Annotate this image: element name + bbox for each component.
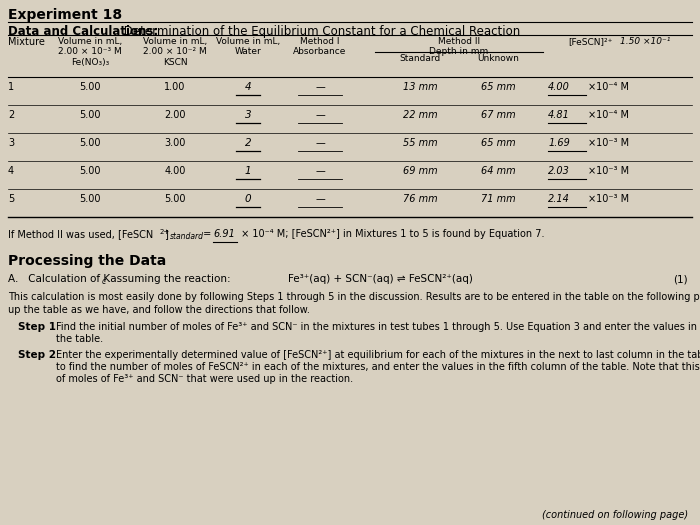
Text: 4: 4 xyxy=(245,82,251,92)
Text: Volume in mL,
Water: Volume in mL, Water xyxy=(216,37,280,56)
Text: 5.00: 5.00 xyxy=(79,194,101,204)
Text: 2.00: 2.00 xyxy=(164,110,186,120)
Text: 4.00: 4.00 xyxy=(164,166,186,176)
Text: ×10⁻³ M: ×10⁻³ M xyxy=(588,138,629,148)
Text: 13 mm: 13 mm xyxy=(402,82,438,92)
Text: ]: ] xyxy=(164,229,168,239)
Text: [FeSCN]²⁺: [FeSCN]²⁺ xyxy=(568,37,612,46)
Text: 65 mm: 65 mm xyxy=(481,82,515,92)
Text: Experiment 18: Experiment 18 xyxy=(8,8,122,22)
Text: × 10⁻⁴ M; [FeSCN²⁺] in Mixtures 1 to 5 is found by Equation 7.: × 10⁻⁴ M; [FeSCN²⁺] in Mixtures 1 to 5 i… xyxy=(238,229,545,239)
Text: —: — xyxy=(315,110,325,120)
Text: 22 mm: 22 mm xyxy=(402,110,438,120)
Text: —: — xyxy=(315,82,325,92)
Text: If Method II was used, [FeSCN: If Method II was used, [FeSCN xyxy=(8,229,153,239)
Text: c: c xyxy=(102,277,106,286)
Text: 4.00: 4.00 xyxy=(548,82,570,92)
Text: 2.14: 2.14 xyxy=(548,194,570,204)
Text: Method I
Absorbance: Method I Absorbance xyxy=(293,37,346,56)
Text: 69 mm: 69 mm xyxy=(402,166,438,176)
Text: Method II
Depth in mm: Method II Depth in mm xyxy=(429,37,489,56)
Text: 55 mm: 55 mm xyxy=(402,138,438,148)
Text: to find the number of moles of FeSCN²⁺ in each of the mixtures, and enter the va: to find the number of moles of FeSCN²⁺ i… xyxy=(56,362,700,372)
Text: up the table as we have, and follow the directions that follow.: up the table as we have, and follow the … xyxy=(8,305,310,315)
Text: Step 1: Step 1 xyxy=(18,322,56,332)
Text: 5.00: 5.00 xyxy=(79,82,101,92)
Text: standard: standard xyxy=(170,232,204,241)
Text: 1: 1 xyxy=(8,82,14,92)
Text: 5.00: 5.00 xyxy=(79,166,101,176)
Text: 2: 2 xyxy=(8,110,14,120)
Text: Fe³⁺(aq) + SCN⁻(aq) ⇌ FeSCN²⁺(aq): Fe³⁺(aq) + SCN⁻(aq) ⇌ FeSCN²⁺(aq) xyxy=(288,274,472,284)
Text: This calculation is most easily done by following Steps 1 through 5 in the discu: This calculation is most easily done by … xyxy=(8,292,700,302)
Text: ×10⁻⁴ M: ×10⁻⁴ M xyxy=(588,82,629,92)
Text: 4.81: 4.81 xyxy=(548,110,570,120)
Text: 71 mm: 71 mm xyxy=(481,194,515,204)
Text: assuming the reaction:: assuming the reaction: xyxy=(107,274,230,284)
Text: Unknown: Unknown xyxy=(477,54,519,63)
Text: 1.00: 1.00 xyxy=(164,82,186,92)
Text: 3.00: 3.00 xyxy=(164,138,186,148)
Text: 64 mm: 64 mm xyxy=(481,166,515,176)
Text: =: = xyxy=(200,229,214,239)
Text: the table.: the table. xyxy=(56,334,103,344)
Text: 4: 4 xyxy=(8,166,14,176)
Text: 0: 0 xyxy=(245,194,251,204)
Text: ×10⁻³ M: ×10⁻³ M xyxy=(588,194,629,204)
Text: 67 mm: 67 mm xyxy=(481,110,515,120)
Text: Find the initial number of moles of Fe³⁺ and SCN⁻ in the mixtures in test tubes : Find the initial number of moles of Fe³⁺… xyxy=(56,322,700,332)
Text: ×10⁻⁴ M: ×10⁻⁴ M xyxy=(588,110,629,120)
Text: 3: 3 xyxy=(8,138,14,148)
Text: ×10⁻³ M: ×10⁻³ M xyxy=(588,166,629,176)
Text: 5: 5 xyxy=(8,194,14,204)
Text: Step 2: Step 2 xyxy=(18,350,56,360)
Text: 5.00: 5.00 xyxy=(164,194,186,204)
Text: 3: 3 xyxy=(245,110,251,120)
Text: of moles of Fe³⁺ and SCN⁻ that were used up in the reaction.: of moles of Fe³⁺ and SCN⁻ that were used… xyxy=(56,374,353,384)
Text: Volume in mL,
2.00 × 10⁻³ M
Fe(NO₃)₃: Volume in mL, 2.00 × 10⁻³ M Fe(NO₃)₃ xyxy=(58,37,122,67)
Text: —: — xyxy=(315,194,325,204)
Text: —: — xyxy=(315,138,325,148)
Text: Processing the Data: Processing the Data xyxy=(8,254,167,268)
Text: 5.00: 5.00 xyxy=(79,138,101,148)
Text: 2+: 2+ xyxy=(160,229,170,235)
Text: 65 mm: 65 mm xyxy=(481,138,515,148)
Text: Mixture: Mixture xyxy=(8,37,45,47)
Text: 1.69: 1.69 xyxy=(548,138,570,148)
Text: Volume in mL,
2.00 × 10⁻² M
KSCN: Volume in mL, 2.00 × 10⁻² M KSCN xyxy=(143,37,207,67)
Text: (continued on following page): (continued on following page) xyxy=(542,510,688,520)
Text: 6.91: 6.91 xyxy=(213,229,235,239)
Text: 2.03: 2.03 xyxy=(548,166,570,176)
Text: Determination of the Equilibrium Constant for a Chemical Reaction: Determination of the Equilibrium Constan… xyxy=(120,25,520,38)
Text: Enter the experimentally determined value of [FeSCN²⁺] at equilibrium for each o: Enter the experimentally determined valu… xyxy=(56,350,700,360)
Text: Standard: Standard xyxy=(400,54,440,63)
Text: 1.50 ×10⁻¹: 1.50 ×10⁻¹ xyxy=(620,37,671,46)
Text: Data and Calculations:: Data and Calculations: xyxy=(8,25,158,38)
Text: A.   Calculation of K: A. Calculation of K xyxy=(8,274,110,284)
Text: 76 mm: 76 mm xyxy=(402,194,438,204)
Text: 5.00: 5.00 xyxy=(79,110,101,120)
Text: (1): (1) xyxy=(673,274,688,284)
Text: 2: 2 xyxy=(245,138,251,148)
Text: —: — xyxy=(315,166,325,176)
Text: 1: 1 xyxy=(245,166,251,176)
